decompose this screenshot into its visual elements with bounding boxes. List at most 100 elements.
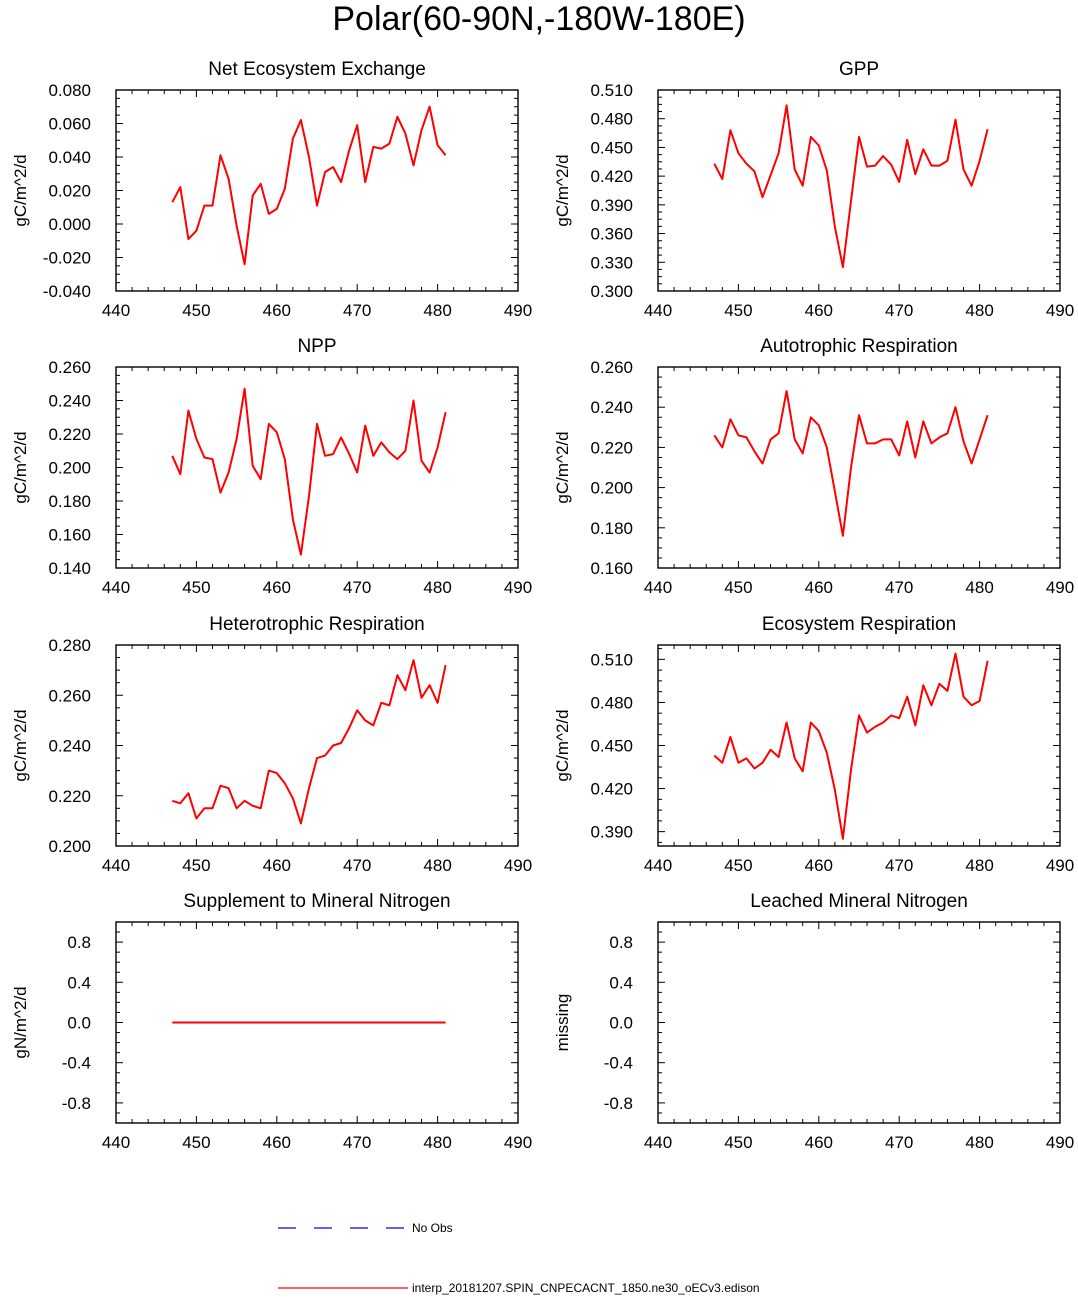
- legend: No Obs interp_20181207.SPIN_CNPECACNT_18…: [278, 1221, 760, 1295]
- series-line: [171, 105, 447, 266]
- y-tick-label: 0.180: [48, 492, 91, 511]
- x-tick-label: 490: [1046, 578, 1074, 597]
- series-line: [172, 659, 447, 825]
- y-axis-label: gC/m^2/d: [11, 154, 30, 226]
- plot-frame: [115, 644, 519, 847]
- y-tick-label: 0.390: [590, 196, 633, 215]
- y-tick-label: 0.450: [590, 138, 633, 157]
- plot-frame: [115, 366, 519, 569]
- y-axis-label: gN/m^2/d: [11, 986, 30, 1058]
- y-tick-label: 0.240: [590, 398, 633, 417]
- panel-gpp: GPP gC/m^2/d 440 450 460 470 480 490 0.300 0.330 0…: [553, 59, 1074, 320]
- y-tick-label: 0.510: [590, 650, 633, 669]
- panel-title: Leached Mineral Nitrogen: [750, 891, 968, 912]
- y-tick-label: 0.220: [590, 438, 633, 457]
- x-tick-label: 490: [1046, 301, 1074, 320]
- y-tick-label: 0.8: [67, 933, 91, 952]
- x-tick-label: 480: [965, 1133, 993, 1152]
- x-tick-label: 460: [805, 1133, 833, 1152]
- y-tick-label: 0.220: [48, 787, 91, 806]
- panel-title: Net Ecosystem Exchange: [208, 59, 426, 80]
- y-tick-label: 0.480: [590, 693, 633, 712]
- x-tick-label: 440: [102, 301, 130, 320]
- y-tick-label: 0.000: [48, 215, 91, 234]
- x-tick-label: 440: [644, 578, 672, 597]
- x-tick-label: 470: [885, 578, 913, 597]
- y-tick-label: 0.450: [590, 737, 633, 756]
- x-tick-label: 460: [805, 856, 833, 875]
- x-tick-label: 480: [423, 1133, 451, 1152]
- x-tick-label: 440: [102, 856, 130, 875]
- y-tick-label: -0.8: [604, 1094, 633, 1113]
- panel-autotrophic-respiration: Autotrophic Respiration gC/m^2/d 440 450 460…: [553, 336, 1074, 597]
- x-tick-label: 490: [504, 1133, 532, 1152]
- x-tick-label: 470: [885, 1133, 913, 1152]
- y-tick-label: -0.4: [604, 1054, 633, 1073]
- x-tick-label: 440: [644, 1133, 672, 1152]
- figure-title: Polar(60-90N,-180W-180E): [332, 0, 745, 38]
- y-axis-label: missing: [553, 994, 572, 1052]
- x-tick-label: 480: [423, 301, 451, 320]
- x-tick-label: 480: [423, 578, 451, 597]
- y-tick-label: 0.200: [590, 479, 633, 498]
- x-tick-label: 470: [343, 1133, 371, 1152]
- plot-frame: [657, 89, 1061, 292]
- y-tick-label: 0.390: [590, 823, 633, 842]
- panel-title: Ecosystem Respiration: [762, 614, 956, 635]
- panel-title: Autotrophic Respiration: [760, 336, 958, 357]
- x-tick-label: 450: [724, 578, 752, 597]
- y-tick-label: 0.4: [67, 973, 91, 992]
- panel-ecosystem-respiration: Ecosystem Respiration gC/m^2/d 440 450 460 47…: [553, 614, 1074, 875]
- x-tick-label: 490: [504, 578, 532, 597]
- y-tick-label: 0.330: [590, 253, 633, 272]
- x-tick-label: 440: [644, 856, 672, 875]
- x-tick-label: 470: [885, 301, 913, 320]
- x-tick-label: 460: [263, 301, 291, 320]
- panel-title: Heterotrophic Respiration: [209, 614, 424, 635]
- y-tick-label: -0.4: [62, 1054, 91, 1073]
- panel-net-ecosystem-exchange: Net Ecosystem Exchange gC/m^2/d 440 450 460 4…: [11, 59, 532, 320]
- x-tick-label: 440: [102, 578, 130, 597]
- plot-frame: [657, 644, 1061, 847]
- series-line: [713, 104, 989, 269]
- panel-supplement-to-mineral-nitrogen: Supplement to Mineral Nitrogen gN/m^2/d 44…: [11, 891, 532, 1152]
- plot-frame: [657, 921, 1061, 1124]
- x-tick-label: 450: [724, 301, 752, 320]
- x-tick-label: 490: [504, 301, 532, 320]
- y-tick-label: 0.080: [48, 81, 91, 100]
- x-tick-label: 460: [263, 578, 291, 597]
- x-tick-label: 440: [102, 1133, 130, 1152]
- x-tick-label: 480: [423, 856, 451, 875]
- y-tick-label: 0.260: [590, 358, 633, 377]
- x-tick-label: 460: [263, 856, 291, 875]
- x-tick-label: 470: [343, 856, 371, 875]
- y-axis-label: gC/m^2/d: [553, 154, 572, 226]
- y-tick-label: -0.020: [43, 249, 91, 268]
- x-tick-label: 450: [182, 578, 210, 597]
- x-tick-label: 480: [965, 856, 993, 875]
- y-axis-label: gC/m^2/d: [11, 709, 30, 781]
- x-tick-label: 460: [805, 301, 833, 320]
- x-tick-label: 470: [343, 301, 371, 320]
- y-tick-label: 0.300: [590, 282, 633, 301]
- panel-title: GPP: [839, 59, 879, 80]
- series-line: [713, 652, 989, 840]
- y-tick-label: 0.0: [67, 1014, 91, 1033]
- series-line: [171, 387, 447, 556]
- panel-title: NPP: [297, 336, 336, 357]
- panel-leached-mineral-nitrogen: Leached Mineral Nitrogen missing 440 450 460…: [553, 891, 1074, 1152]
- legend-model-label: interp_20181207.SPIN_CNPECACNT_1850.ne30…: [412, 1281, 760, 1295]
- y-tick-label: 0.480: [590, 110, 633, 129]
- y-tick-label: 0.220: [48, 425, 91, 444]
- y-tick-label: 0.160: [590, 559, 633, 578]
- y-tick-label: 0.040: [48, 148, 91, 167]
- y-tick-label: 0.240: [48, 737, 91, 756]
- y-tick-label: 0.0: [609, 1014, 633, 1033]
- y-tick-label: -0.040: [43, 282, 91, 301]
- series-line: [713, 390, 989, 537]
- x-tick-label: 490: [1046, 856, 1074, 875]
- x-tick-label: 460: [263, 1133, 291, 1152]
- y-tick-label: 0.200: [48, 837, 91, 856]
- y-axis-label: gC/m^2/d: [11, 431, 30, 503]
